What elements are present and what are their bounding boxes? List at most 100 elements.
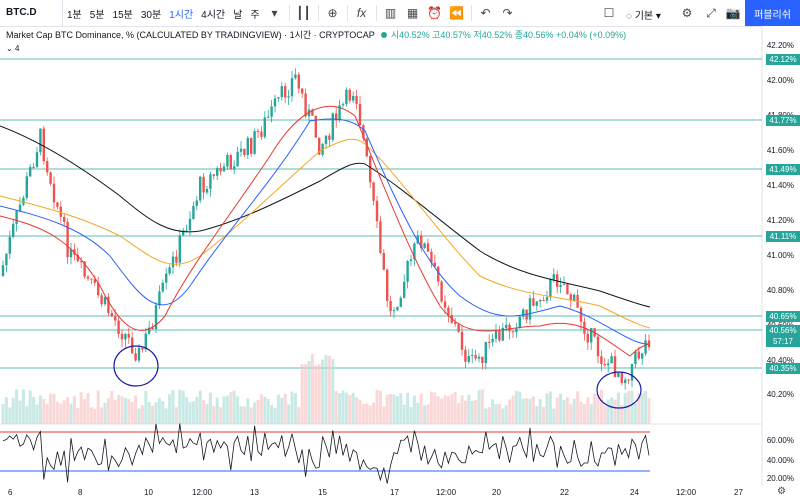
indicators-icon[interactable]: fx (356, 6, 367, 20)
time-tick: 17 (390, 488, 399, 497)
volume-bar (586, 397, 590, 424)
candle-body (168, 267, 171, 274)
volume-bar (15, 389, 19, 424)
alert-clock-icon[interactable]: ⏰ (427, 6, 442, 20)
candle-body (229, 155, 232, 170)
volume-bar (562, 399, 566, 424)
financials-icon[interactable]: ▥ (384, 6, 397, 20)
volume-bar (314, 365, 318, 424)
volume-bar (565, 397, 569, 424)
timeframe-30m[interactable]: 30분 (140, 9, 162, 21)
time-tick: 13 (250, 488, 259, 497)
volume-bar (552, 408, 556, 424)
candle-body (154, 305, 158, 329)
rsi-tick: 40.00% (766, 456, 794, 465)
candle-body (335, 113, 338, 121)
annotation-circle-right[interactable] (596, 371, 642, 409)
candle-body (22, 197, 25, 205)
symbol-search[interactable]: BTC.D (0, 0, 63, 26)
candle-body (25, 176, 28, 198)
candle-body (324, 135, 328, 144)
candle-body (426, 243, 430, 252)
volume-bar (389, 393, 393, 424)
volume-bar (181, 390, 185, 424)
timeframe-5m[interactable]: 5분 (89, 9, 105, 21)
settings-gear-icon[interactable]: ⚙ (777, 486, 786, 497)
candle-body (318, 137, 321, 155)
templates-icon[interactable]: ▦ (406, 6, 419, 20)
volume-bar (511, 395, 515, 424)
layout-select[interactable]: ◌ 기본 ▾ (626, 11, 661, 22)
annotation-circle-left[interactable] (113, 345, 159, 387)
volume-bar (514, 390, 518, 424)
candle-body (362, 125, 365, 139)
replay-icon[interactable]: ⏪ (449, 6, 464, 20)
candle-body (161, 282, 164, 292)
candle-body (369, 156, 372, 183)
volume-bar (644, 390, 648, 424)
volume-bar (593, 393, 597, 424)
timeframe-week[interactable]: 주 (250, 9, 260, 21)
volume-bar (117, 394, 121, 424)
timeframe-day[interactable]: 날 (233, 9, 243, 21)
price-tick: 40.80% (766, 286, 794, 295)
undo-icon[interactable]: ↶ (480, 6, 491, 20)
chart-canvas[interactable] (0, 26, 800, 500)
volume-bar (76, 408, 80, 424)
candle-body (413, 243, 416, 260)
fullscreen-square-icon[interactable]: ☐ (603, 6, 615, 20)
volume-bar (463, 400, 467, 424)
timeframe-1m[interactable]: 1분 (67, 9, 82, 21)
camera-icon[interactable]: 📷 (725, 6, 741, 20)
candle-body (644, 340, 647, 354)
candle-body (528, 298, 532, 320)
volume-bar (86, 393, 90, 424)
volume-bar (487, 407, 491, 424)
volume-bar (236, 396, 240, 424)
chevron-down-icon[interactable]: ▾ (271, 6, 278, 20)
volume-bar (399, 393, 403, 424)
volume-bar (293, 393, 297, 424)
candle-body (460, 331, 464, 350)
timeframe-4h[interactable]: 4시간 (201, 9, 226, 21)
volume-bar (613, 399, 617, 424)
timeframe-1h[interactable]: 1시간 (169, 9, 194, 21)
candle-body (386, 269, 389, 302)
volume-bar (151, 405, 155, 424)
candle-body (511, 331, 515, 333)
volume-bar (45, 403, 49, 424)
volume-bar (290, 391, 294, 424)
volume-bar (89, 407, 93, 424)
volume-bar (344, 392, 348, 424)
candle-type-icon[interactable]: ┃┃ (296, 6, 311, 20)
time-tick: 22 (560, 488, 569, 497)
layout-label: 기본 (634, 11, 654, 22)
compare-plus-icon[interactable]: ⊕ (327, 6, 338, 20)
last-price-tag: 40.56% (766, 325, 800, 336)
gear-icon[interactable]: ⚙ (681, 6, 693, 20)
time-axis[interactable]: 6 8 10 12:00 13 15 17 12:00 20 22 24 12:… (0, 486, 760, 500)
candle-body (114, 316, 117, 321)
candle-body (542, 299, 545, 301)
indicator-collapse[interactable]: ⌄ 4 (6, 44, 20, 53)
legend-title: Market Cap BTC Dominance, % (CALCULATED … (6, 30, 375, 40)
candle-body (396, 306, 399, 311)
candle-body (559, 284, 562, 287)
publish-button[interactable]: 퍼블리쉬 (745, 0, 800, 26)
candle-body (515, 328, 518, 333)
timeframe-15m[interactable]: 15분 (112, 9, 133, 21)
candle-body (341, 104, 345, 106)
volume-bar (83, 399, 87, 424)
redo-icon[interactable]: ↷ (502, 6, 513, 20)
volume-bar (120, 396, 124, 424)
horizontal-levels[interactable] (0, 58, 762, 369)
volume-bar (525, 398, 529, 424)
expand-icon[interactable]: ⤢ (706, 5, 716, 20)
volume-bar (606, 399, 610, 424)
candle-body (134, 353, 137, 361)
candle-body (471, 354, 474, 356)
candle-body (15, 210, 18, 224)
candle-body (634, 351, 637, 364)
volume-bar (225, 395, 229, 424)
volume-bar (576, 391, 580, 424)
